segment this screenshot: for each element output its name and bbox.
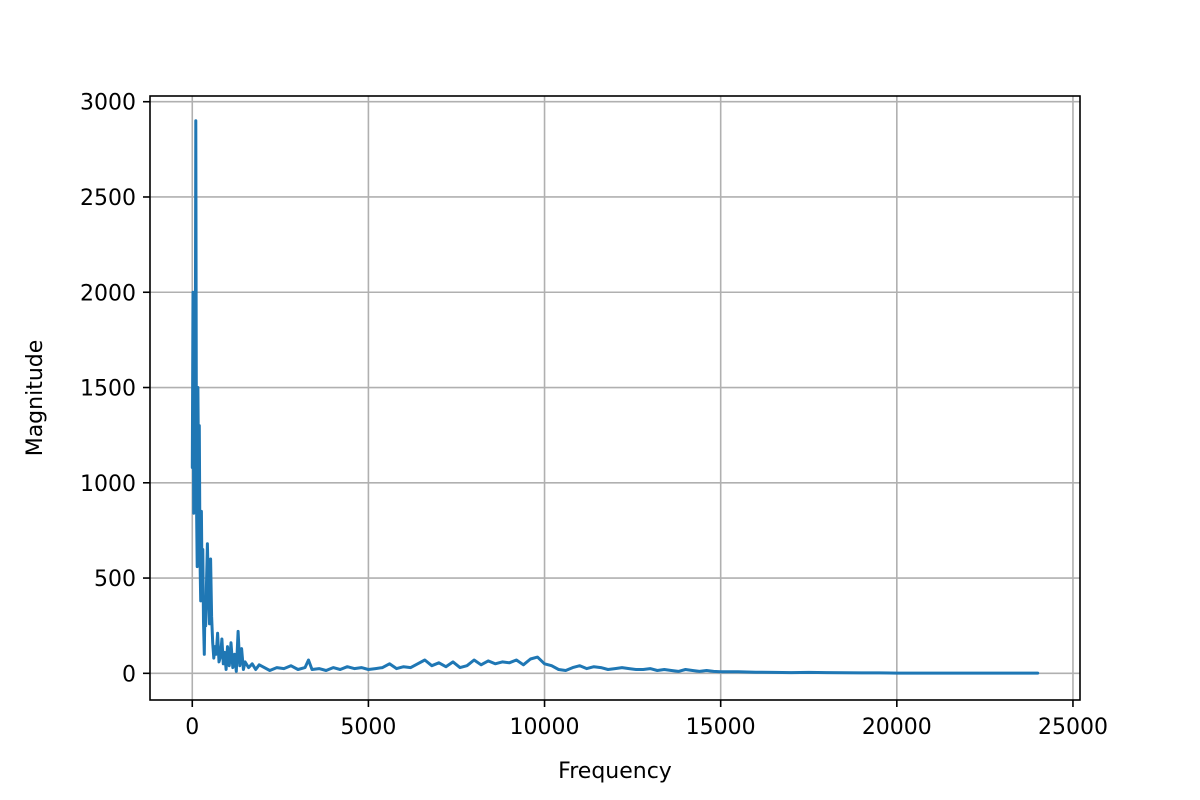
- x-axis-label: Frequency: [558, 759, 672, 784]
- y-tick-label: 3000: [80, 91, 136, 116]
- y-tick-label: 1000: [80, 472, 136, 497]
- x-tick-label: 5000: [340, 715, 396, 740]
- y-tick-label: 500: [94, 567, 136, 592]
- x-axis-ticks: 0 5000 10000 15000 20000 25000: [185, 700, 1108, 740]
- plot-frame: [149, 95, 1081, 701]
- y-axis-ticks: 0 500 1000 1500 2000 2500 3000: [80, 91, 150, 687]
- x-tick-label: 10000: [510, 715, 580, 740]
- series-layer: [190, 119, 1040, 675]
- x-tick-label: 25000: [1038, 715, 1108, 740]
- series-line-0: [190, 119, 1040, 675]
- y-tick-label: 2000: [80, 281, 136, 306]
- y-tick-label: 1500: [80, 377, 136, 402]
- x-tick-label: 15000: [686, 715, 756, 740]
- y-axis-label: Magnitude: [23, 340, 48, 457]
- y-tick-label: 0: [122, 662, 136, 687]
- grid: [150, 96, 1080, 700]
- y-tick-label: 2500: [80, 186, 136, 211]
- x-tick-label: 20000: [862, 715, 932, 740]
- x-tick-label: 0: [185, 715, 199, 740]
